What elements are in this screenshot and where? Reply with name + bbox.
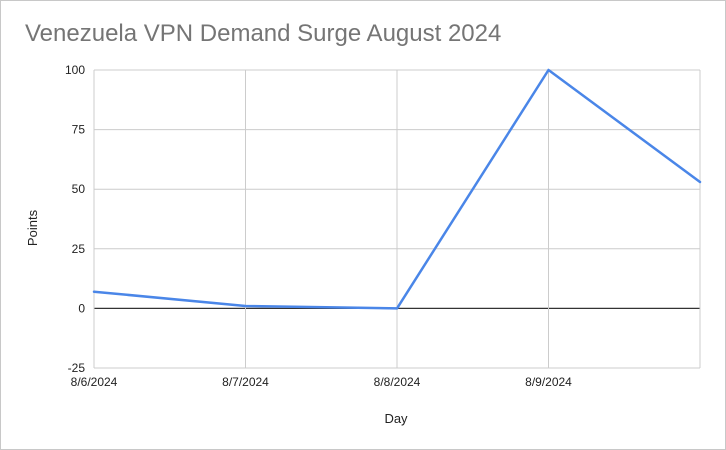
x-tick-label: 8/6/2024: [71, 375, 118, 389]
y-tick-label: 75: [72, 123, 86, 137]
y-tick-label: 50: [72, 182, 86, 196]
y-axis-label: Points: [25, 209, 40, 246]
grid: [93, 69, 701, 369]
y-tick-label: -25: [68, 361, 86, 375]
x-tick-label: 8/9/2024: [525, 375, 572, 389]
y-tick-label: 25: [72, 242, 86, 256]
y-tick-label: 0: [78, 301, 85, 315]
x-tick-label: 8/7/2024: [222, 375, 269, 389]
chart-title: Venezuela VPN Demand Surge August 2024: [25, 20, 502, 47]
y-tick-labels: -25 0 25 50 75 100: [65, 63, 85, 375]
x-tick-labels: 8/6/2024 8/7/2024 8/8/2024 8/9/2024: [71, 375, 573, 389]
x-tick-label: 8/8/2024: [374, 375, 421, 389]
series-layer: [92, 68, 702, 310]
x-axis-label: Day: [384, 411, 408, 426]
y-tick-label: 100: [65, 63, 85, 77]
